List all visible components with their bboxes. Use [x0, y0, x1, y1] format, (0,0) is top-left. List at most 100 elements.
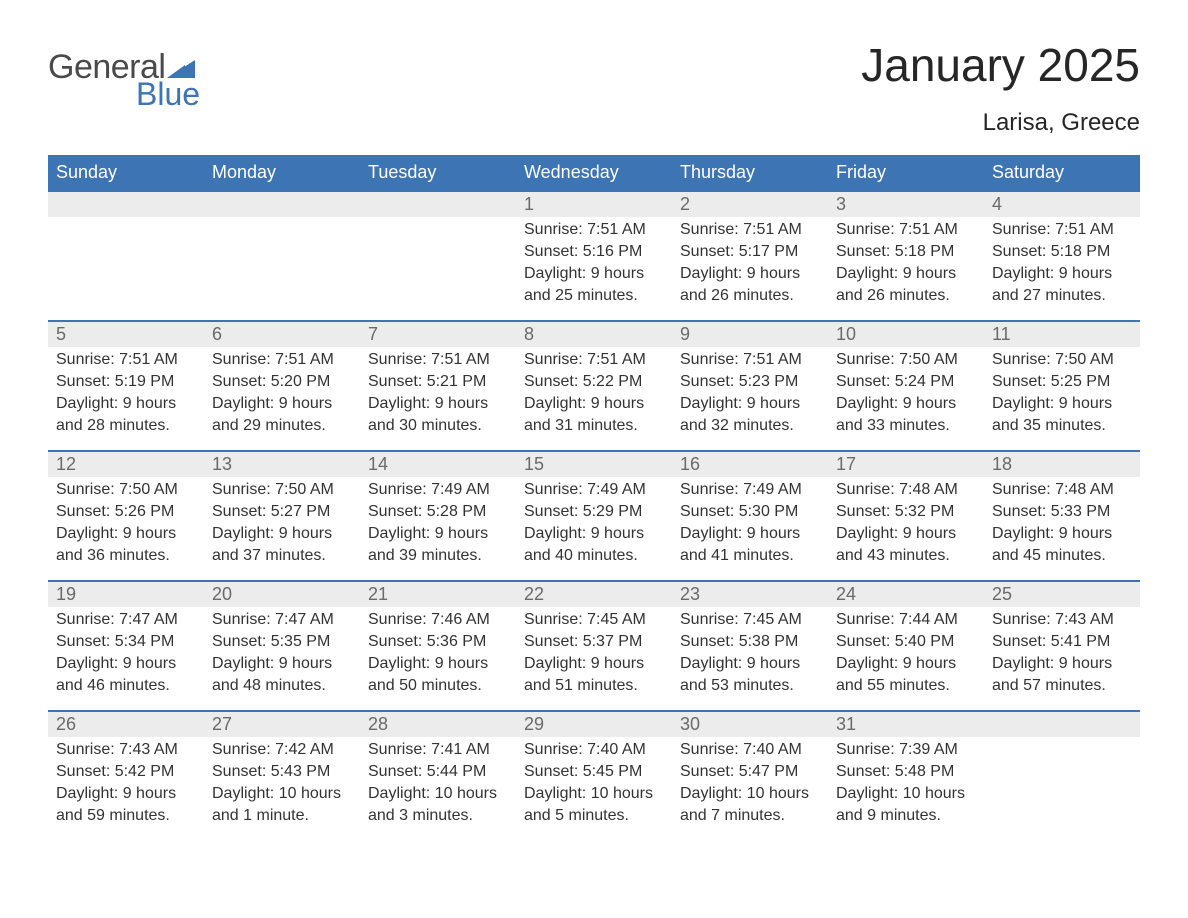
day-number-bar: 6: [204, 322, 360, 347]
sunset-line: Sunset: 5:21 PM: [368, 371, 508, 393]
day-details: Sunrise: 7:48 AMSunset: 5:33 PMDaylight:…: [984, 477, 1140, 573]
daylight-line: Daylight: 9 hours and 41 minutes.: [680, 523, 820, 567]
day-number-bar: 5: [48, 322, 204, 347]
day-details: Sunrise: 7:48 AMSunset: 5:32 PMDaylight:…: [828, 477, 984, 573]
sunrise-line: Sunrise: 7:40 AM: [524, 739, 664, 761]
sunset-line: Sunset: 5:23 PM: [680, 371, 820, 393]
day-details: Sunrise: 7:51 AMSunset: 5:19 PMDaylight:…: [48, 347, 204, 443]
daylight-line: Daylight: 9 hours and 39 minutes.: [368, 523, 508, 567]
sunrise-line: Sunrise: 7:51 AM: [680, 349, 820, 371]
weekday-header: Sunday: [48, 155, 204, 191]
title-block: January 2025 Larisa, Greece: [861, 40, 1140, 137]
sunset-line: Sunset: 5:36 PM: [368, 631, 508, 653]
day-number-bar: 19: [48, 582, 204, 607]
sunset-line: Sunset: 5:17 PM: [680, 241, 820, 263]
day-number-bar: 24: [828, 582, 984, 607]
daylight-line: Daylight: 9 hours and 51 minutes.: [524, 653, 664, 697]
day-details: Sunrise: 7:47 AMSunset: 5:34 PMDaylight:…: [48, 607, 204, 703]
calendar-day-cell: 17Sunrise: 7:48 AMSunset: 5:32 PMDayligh…: [828, 451, 984, 581]
day-number-bar: 7: [360, 322, 516, 347]
brand-mark-icon: [167, 56, 195, 78]
day-number-bar: 27: [204, 712, 360, 737]
calendar-day-cell: 10Sunrise: 7:50 AMSunset: 5:24 PMDayligh…: [828, 321, 984, 451]
sunset-line: Sunset: 5:28 PM: [368, 501, 508, 523]
sunrise-line: Sunrise: 7:48 AM: [992, 479, 1132, 501]
day-number-bar: 17: [828, 452, 984, 477]
month-title: January 2025: [861, 40, 1140, 91]
daylight-line: Daylight: 10 hours and 5 minutes.: [524, 783, 664, 827]
day-number-bar: 16: [672, 452, 828, 477]
daylight-line: Daylight: 9 hours and 36 minutes.: [56, 523, 196, 567]
daylight-line: Daylight: 10 hours and 1 minute.: [212, 783, 352, 827]
day-details: Sunrise: 7:46 AMSunset: 5:36 PMDaylight:…: [360, 607, 516, 703]
calendar-page: General Blue January 2025 Larisa, Greece…: [0, 0, 1188, 900]
sunrise-line: Sunrise: 7:51 AM: [524, 349, 664, 371]
calendar-day-cell: 4Sunrise: 7:51 AMSunset: 5:18 PMDaylight…: [984, 191, 1140, 321]
daylight-line: Daylight: 9 hours and 29 minutes.: [212, 393, 352, 437]
daylight-line: Daylight: 9 hours and 27 minutes.: [992, 263, 1132, 307]
day-number-bar: 15: [516, 452, 672, 477]
weekday-header: Saturday: [984, 155, 1140, 191]
daylight-line: Daylight: 9 hours and 28 minutes.: [56, 393, 196, 437]
sunset-line: Sunset: 5:32 PM: [836, 501, 976, 523]
calendar-day-cell: 18Sunrise: 7:48 AMSunset: 5:33 PMDayligh…: [984, 451, 1140, 581]
calendar-day-cell: 11Sunrise: 7:50 AMSunset: 5:25 PMDayligh…: [984, 321, 1140, 451]
calendar-day-cell: 22Sunrise: 7:45 AMSunset: 5:37 PMDayligh…: [516, 581, 672, 711]
calendar-day-cell: 29Sunrise: 7:40 AMSunset: 5:45 PMDayligh…: [516, 711, 672, 840]
sunset-line: Sunset: 5:35 PM: [212, 631, 352, 653]
sunset-line: Sunset: 5:40 PM: [836, 631, 976, 653]
daylight-line: Daylight: 9 hours and 30 minutes.: [368, 393, 508, 437]
calendar-week-row: 1Sunrise: 7:51 AMSunset: 5:16 PMDaylight…: [48, 191, 1140, 321]
sunset-line: Sunset: 5:43 PM: [212, 761, 352, 783]
calendar-day-cell: 6Sunrise: 7:51 AMSunset: 5:20 PMDaylight…: [204, 321, 360, 451]
calendar-day-cell: 1Sunrise: 7:51 AMSunset: 5:16 PMDaylight…: [516, 191, 672, 321]
calendar-day-cell: 25Sunrise: 7:43 AMSunset: 5:41 PMDayligh…: [984, 581, 1140, 711]
calendar-day-cell: 12Sunrise: 7:50 AMSunset: 5:26 PMDayligh…: [48, 451, 204, 581]
daylight-line: Daylight: 9 hours and 37 minutes.: [212, 523, 352, 567]
calendar-day-cell: 23Sunrise: 7:45 AMSunset: 5:38 PMDayligh…: [672, 581, 828, 711]
daylight-line: Daylight: 9 hours and 25 minutes.: [524, 263, 664, 307]
day-number-bar: [984, 712, 1140, 737]
sunrise-line: Sunrise: 7:46 AM: [368, 609, 508, 631]
daylight-line: Daylight: 10 hours and 7 minutes.: [680, 783, 820, 827]
day-details: Sunrise: 7:49 AMSunset: 5:30 PMDaylight:…: [672, 477, 828, 573]
day-details: Sunrise: 7:50 AMSunset: 5:24 PMDaylight:…: [828, 347, 984, 443]
sunset-line: Sunset: 5:34 PM: [56, 631, 196, 653]
day-details: Sunrise: 7:43 AMSunset: 5:42 PMDaylight:…: [48, 737, 204, 833]
day-details: Sunrise: 7:42 AMSunset: 5:43 PMDaylight:…: [204, 737, 360, 833]
calendar-day-cell: 30Sunrise: 7:40 AMSunset: 5:47 PMDayligh…: [672, 711, 828, 840]
daylight-line: Daylight: 9 hours and 55 minutes.: [836, 653, 976, 697]
day-number-bar: 21: [360, 582, 516, 607]
sunrise-line: Sunrise: 7:42 AM: [212, 739, 352, 761]
calendar-day-cell: 24Sunrise: 7:44 AMSunset: 5:40 PMDayligh…: [828, 581, 984, 711]
sunrise-line: Sunrise: 7:47 AM: [56, 609, 196, 631]
daylight-line: Daylight: 9 hours and 46 minutes.: [56, 653, 196, 697]
day-details: Sunrise: 7:51 AMSunset: 5:21 PMDaylight:…: [360, 347, 516, 443]
calendar-day-cell: 28Sunrise: 7:41 AMSunset: 5:44 PMDayligh…: [360, 711, 516, 840]
sunset-line: Sunset: 5:26 PM: [56, 501, 196, 523]
day-details: Sunrise: 7:44 AMSunset: 5:40 PMDaylight:…: [828, 607, 984, 703]
sunrise-line: Sunrise: 7:44 AM: [836, 609, 976, 631]
daylight-line: Daylight: 9 hours and 31 minutes.: [524, 393, 664, 437]
sunset-line: Sunset: 5:47 PM: [680, 761, 820, 783]
day-number-bar: [360, 192, 516, 217]
sunset-line: Sunset: 5:24 PM: [836, 371, 976, 393]
sunrise-line: Sunrise: 7:41 AM: [368, 739, 508, 761]
daylight-line: Daylight: 9 hours and 50 minutes.: [368, 653, 508, 697]
day-details: Sunrise: 7:50 AMSunset: 5:25 PMDaylight:…: [984, 347, 1140, 443]
sunset-line: Sunset: 5:27 PM: [212, 501, 352, 523]
calendar-day-cell: 26Sunrise: 7:43 AMSunset: 5:42 PMDayligh…: [48, 711, 204, 840]
location-label: Larisa, Greece: [861, 109, 1140, 137]
day-number-bar: 8: [516, 322, 672, 347]
day-number-bar: 29: [516, 712, 672, 737]
sunset-line: Sunset: 5:45 PM: [524, 761, 664, 783]
day-details: Sunrise: 7:51 AMSunset: 5:17 PMDaylight:…: [672, 217, 828, 313]
sunrise-line: Sunrise: 7:48 AM: [836, 479, 976, 501]
day-number-bar: 11: [984, 322, 1140, 347]
sunset-line: Sunset: 5:38 PM: [680, 631, 820, 653]
calendar-week-row: 26Sunrise: 7:43 AMSunset: 5:42 PMDayligh…: [48, 711, 1140, 840]
day-number-bar: 26: [48, 712, 204, 737]
day-number-bar: [204, 192, 360, 217]
day-details: Sunrise: 7:51 AMSunset: 5:18 PMDaylight:…: [828, 217, 984, 313]
calendar-day-cell: 8Sunrise: 7:51 AMSunset: 5:22 PMDaylight…: [516, 321, 672, 451]
